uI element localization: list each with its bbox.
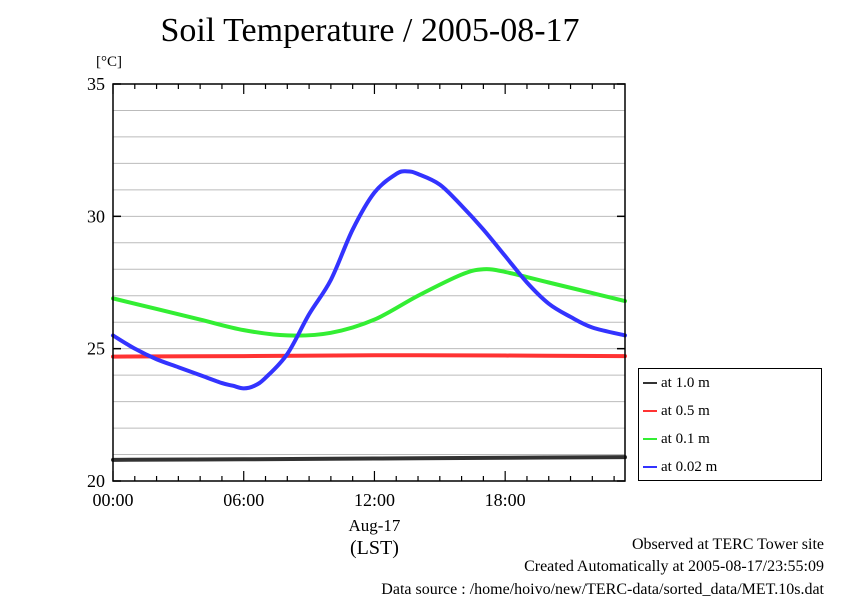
plot-frame — [112, 83, 626, 482]
legend-item: at 0.1 m — [643, 429, 710, 449]
series-lines — [111, 169, 627, 462]
legend-swatch — [643, 382, 657, 384]
x-tick-label: 00:00 — [92, 490, 133, 510]
legend-swatch — [643, 438, 657, 440]
series-line — [111, 267, 627, 338]
legend-item: at 0.5 m — [643, 401, 710, 421]
series-line — [111, 455, 627, 462]
legend-swatch — [643, 466, 657, 468]
footer-site-note: Observed at TERC Tower site — [631, 536, 824, 553]
chart-title: Soil Temperature / 2005-08-17 — [160, 12, 580, 49]
x-tick-label: 12:00 — [354, 490, 395, 510]
x-tick-label: 06:00 — [223, 490, 264, 510]
legend-item: at 1.0 m — [643, 373, 710, 393]
x-axis-label: (LST) — [349, 537, 399, 559]
legend-swatch — [643, 410, 657, 412]
footer-created-note: Created Automatically at 2005-08-17/23:5… — [524, 558, 824, 575]
legend-item: at 0.02 m — [643, 457, 717, 477]
x-tick-label: 18:00 — [485, 490, 526, 510]
legend-label: at 0.1 m — [661, 430, 710, 447]
x-axis-date-label: Aug-17 — [348, 516, 401, 535]
y-axis-unit-label: [°C] — [96, 54, 122, 70]
y-tick-label: 20 — [87, 471, 105, 491]
y-tick-label: 25 — [87, 339, 105, 359]
legend: at 1.0 m at 0.5 m at 0.1 m at 0.02 m — [638, 368, 822, 481]
series-line — [111, 353, 627, 359]
axis-ticks: 20 25 30 35 00:00 06:00 12:00 18:00 — [87, 74, 625, 510]
legend-label: at 1.0 m — [661, 374, 710, 391]
legend-label: at 0.5 m — [661, 402, 710, 419]
series-line — [111, 169, 627, 391]
y-tick-label: 35 — [87, 74, 105, 94]
footer-data-source: Data source : /home/hoivo/new/TERC-data/… — [381, 581, 824, 598]
legend-label: at 0.02 m — [661, 458, 718, 475]
y-tick-label: 30 — [87, 206, 105, 226]
